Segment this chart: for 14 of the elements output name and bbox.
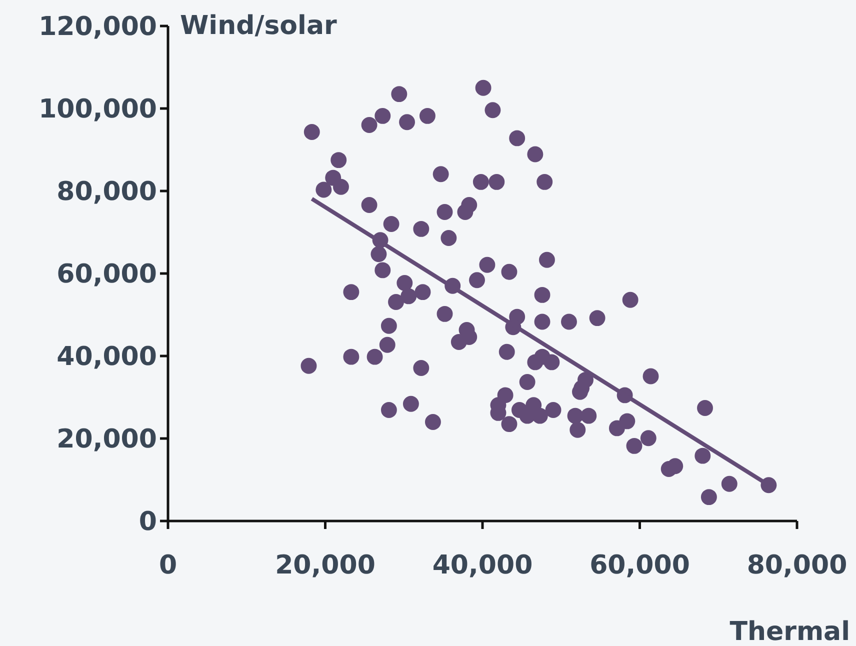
x-tick-label: 60,000 bbox=[590, 550, 690, 581]
x-tick-label: 20,000 bbox=[275, 550, 376, 581]
x-tick-label: 80,000 bbox=[746, 550, 848, 581]
y-tick-label: 120,000 bbox=[38, 12, 157, 42]
x-axis-title: Thermal bbox=[730, 617, 850, 646]
x-tick-label: 0 bbox=[158, 550, 178, 581]
y-tick-label: 80,000 bbox=[56, 177, 157, 208]
y-tick-label: 100,000 bbox=[38, 94, 157, 125]
y-tick-label: 0 bbox=[138, 507, 157, 538]
y-tick-label: 40,000 bbox=[56, 342, 157, 372]
x-tick-label: 40,000 bbox=[432, 550, 533, 581]
y-tick-label: 60,000 bbox=[56, 260, 157, 290]
y-tick-label: 20,000 bbox=[56, 424, 157, 455]
y-axis-title: Wind/solar bbox=[180, 11, 338, 41]
